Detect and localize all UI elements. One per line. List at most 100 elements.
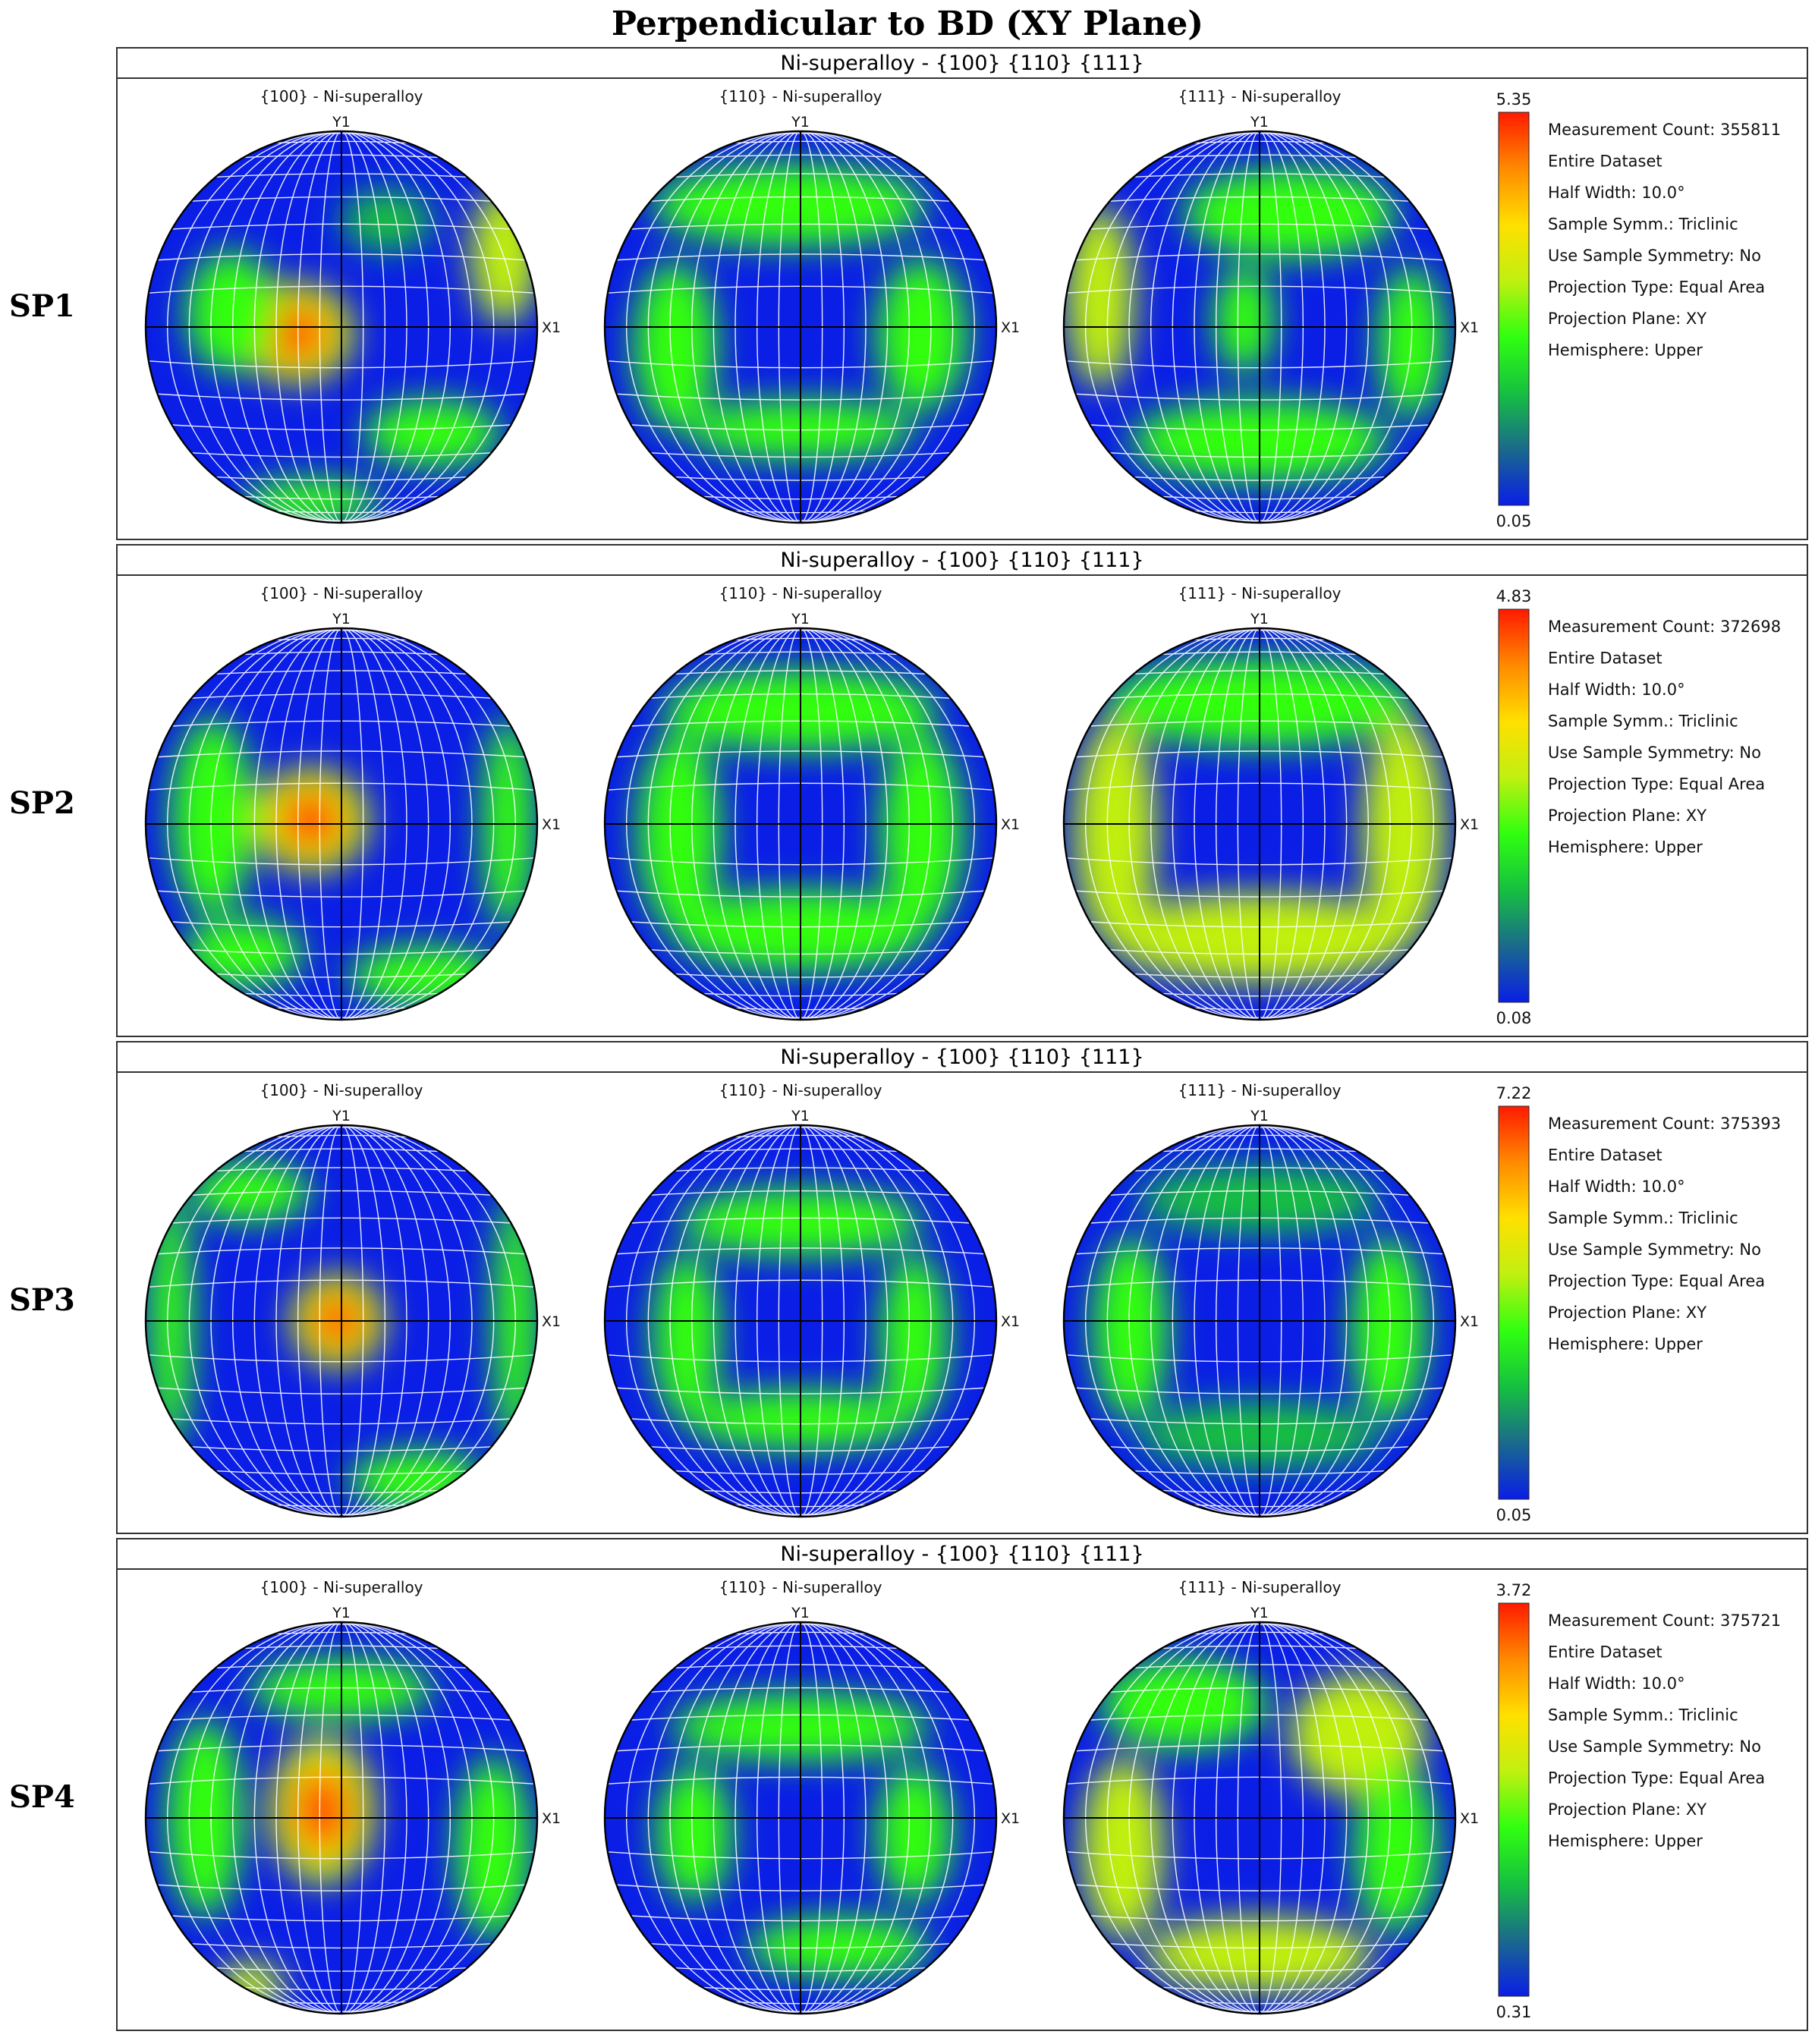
dataset-info-line: Use Sample Symmetry: No <box>1548 744 1761 762</box>
axis-label-y1: Y1 <box>1250 1605 1269 1621</box>
dataset-info-line: Hemisphere: Upper <box>1548 1832 1703 1851</box>
axis-label-x1: X1 <box>1001 1313 1020 1330</box>
dataset-info: Measurement Count: 375721 Entire Dataset H… <box>1548 1612 1781 1851</box>
dataset-info-line: Projection Plane: XY <box>1548 1800 1706 1819</box>
axis-label-y1: Y1 <box>332 114 351 131</box>
pole-figure-title: {111} - Ni-superalloy <box>1178 1578 1341 1596</box>
pole-figure-title: {100} - Ni-superalloy <box>260 584 423 602</box>
axis-label-x1: X1 <box>542 1810 561 1827</box>
dataset-info: Measurement Count: 375393 Entire Dataset H… <box>1548 1115 1781 1354</box>
dataset-info-line: Half Width: 10.0° <box>1548 1675 1685 1693</box>
pole-figure-110: {110} - Ni-superalloy Y1 X1 <box>603 1081 1020 1518</box>
dataset-info-line: Hemisphere: Upper <box>1548 838 1703 857</box>
dataset-info-line: Hemisphere: Upper <box>1548 341 1703 360</box>
pole-figure-title: {110} - Ni-superalloy <box>719 87 882 105</box>
axis-label-y1: Y1 <box>791 1108 810 1124</box>
panel-header: Ni-superalloy - {100} {110} {111} <box>118 1539 1807 1570</box>
dataset-info-line: Entire Dataset <box>1548 153 1662 171</box>
pole-figure-title: {110} - Ni-superalloy <box>719 1578 882 1596</box>
axis-label-x1: X1 <box>542 319 561 336</box>
axis-label-y1: Y1 <box>791 114 810 131</box>
axis-label-x1: X1 <box>1001 816 1020 833</box>
pole-figure-title: {110} - Ni-superalloy <box>719 584 882 602</box>
pole-figure-110: {110} - Ni-superalloy Y1 X1 <box>603 87 1020 524</box>
axis-label-y1: Y1 <box>791 1605 810 1621</box>
scale-max-label: 4.83 <box>1496 587 1532 605</box>
axis-label-y1: Y1 <box>791 611 810 627</box>
axis-label-x1: X1 <box>1460 816 1479 833</box>
dataset-info-line: Projection Type: Equal Area <box>1548 1769 1765 1788</box>
pole-figure-100: {100} - Ni-superalloy Y1 X1 <box>144 1578 561 2015</box>
axis-label-y1: Y1 <box>332 611 351 627</box>
dataset-info-line: Sample Symm.: Triclinic <box>1548 1706 1738 1725</box>
row-label: SP3 <box>9 1282 75 1318</box>
axis-label-x1: X1 <box>542 816 561 833</box>
dataset-info-line: Projection Type: Equal Area <box>1548 278 1765 297</box>
axis-label-y1: Y1 <box>1250 114 1269 131</box>
dataset-info: Measurement Count: 372698 Entire Dataset H… <box>1548 618 1781 857</box>
dataset-info-line: Measurement Count: 375393 <box>1548 1115 1781 1133</box>
dataset-info-line: Projection Type: Equal Area <box>1548 775 1765 794</box>
dataset-info-line: Sample Symm.: Triclinic <box>1548 712 1738 731</box>
dataset-info-line: Projection Type: Equal Area <box>1548 1272 1765 1291</box>
dataset-info-line: Use Sample Symmetry: No <box>1548 247 1761 265</box>
scale-min-label: 0.05 <box>1496 512 1532 530</box>
axis-label-x1: X1 <box>1460 1313 1479 1330</box>
axis-label-y1: Y1 <box>332 1108 351 1124</box>
axis-label-x1: X1 <box>1001 319 1020 336</box>
dataset-info-line: Hemisphere: Upper <box>1548 1335 1703 1354</box>
dataset-info-line: Entire Dataset <box>1548 1643 1662 1662</box>
color-scale-bar: 4.83 0.08 <box>1496 587 1532 1027</box>
pole-figure-panel: Ni-superalloy - {100} {110} {111} {100} -… <box>116 1041 1808 1534</box>
dataset-info-line: Half Width: 10.0° <box>1548 184 1685 202</box>
axis-label-x1: X1 <box>1460 1810 1479 1827</box>
dataset-info-line: Projection Plane: XY <box>1548 310 1706 328</box>
pole-figure-111: {111} - Ni-superalloy Y1 X1 <box>1062 87 1479 524</box>
panel-header: Ni-superalloy - {100} {110} {111} <box>118 546 1807 576</box>
panel-header: Ni-superalloy - {100} {110} {111} <box>118 1042 1807 1073</box>
dataset-info-line: Measurement Count: 355811 <box>1548 121 1781 139</box>
pole-figure-title: {100} - Ni-superalloy <box>260 1081 423 1099</box>
dataset-info: Measurement Count: 355811 Entire Dataset H… <box>1548 121 1781 360</box>
axis-label-x1: X1 <box>1460 319 1479 336</box>
scale-max-label: 3.72 <box>1496 1581 1532 1599</box>
dataset-info-line: Half Width: 10.0° <box>1548 1178 1685 1196</box>
scale-max-label: 7.22 <box>1496 1084 1532 1102</box>
pole-figure-panel: Ni-superalloy - {100} {110} {111} {100} -… <box>116 544 1808 1037</box>
scale-min-label: 0.05 <box>1496 1506 1532 1524</box>
pole-figure-title: {111} - Ni-superalloy <box>1178 87 1341 105</box>
row-label: SP1 <box>9 288 75 324</box>
panel-header: Ni-superalloy - {100} {110} {111} <box>118 49 1807 79</box>
dataset-info-line: Projection Plane: XY <box>1548 807 1706 825</box>
page-title: Perpendicular to BD (XY Plane) <box>611 5 1204 43</box>
dataset-info-line: Projection Plane: XY <box>1548 1303 1706 1322</box>
axis-label-y1: Y1 <box>1250 1108 1269 1124</box>
axis-label-y1: Y1 <box>1250 611 1269 627</box>
pole-figure-title: {110} - Ni-superalloy <box>719 1081 882 1099</box>
pole-figure-panel: Ni-superalloy - {100} {110} {111} {100} -… <box>116 47 1808 540</box>
dataset-info-line: Half Width: 10.0° <box>1548 681 1685 699</box>
pole-figure-111: {111} - Ni-superalloy Y1 X1 <box>1062 584 1479 1021</box>
color-scale-bar: 5.35 0.05 <box>1496 90 1532 530</box>
scale-min-label: 0.08 <box>1496 1009 1532 1027</box>
dataset-info-line: Entire Dataset <box>1548 649 1662 668</box>
pole-figure-title: {111} - Ni-superalloy <box>1178 584 1341 602</box>
pole-figure-title: {100} - Ni-superalloy <box>260 1578 423 1596</box>
scale-max-label: 5.35 <box>1496 90 1532 108</box>
dataset-info-line: Sample Symm.: Triclinic <box>1548 1209 1738 1228</box>
axis-label-x1: X1 <box>1001 1810 1020 1827</box>
dataset-info-line: Entire Dataset <box>1548 1146 1662 1165</box>
dataset-info-line: Use Sample Symmetry: No <box>1548 1241 1761 1259</box>
dataset-info-line: Measurement Count: 375721 <box>1548 1612 1781 1630</box>
pole-figure-110: {110} - Ni-superalloy Y1 X1 <box>603 1578 1020 2015</box>
pole-figure-title: {111} - Ni-superalloy <box>1178 1081 1341 1099</box>
dataset-info-line: Measurement Count: 372698 <box>1548 618 1781 636</box>
pole-figure-set: {100} - Ni-superalloy Y1 X1 {110} - Ni-supe… <box>144 584 1781 1027</box>
dataset-info-line: Sample Symm.: Triclinic <box>1548 215 1738 234</box>
row-label: SP2 <box>9 785 75 821</box>
row-label: SP4 <box>9 1779 75 1815</box>
pole-figure-100: {100} - Ni-superalloy Y1 X1 <box>144 1081 561 1518</box>
